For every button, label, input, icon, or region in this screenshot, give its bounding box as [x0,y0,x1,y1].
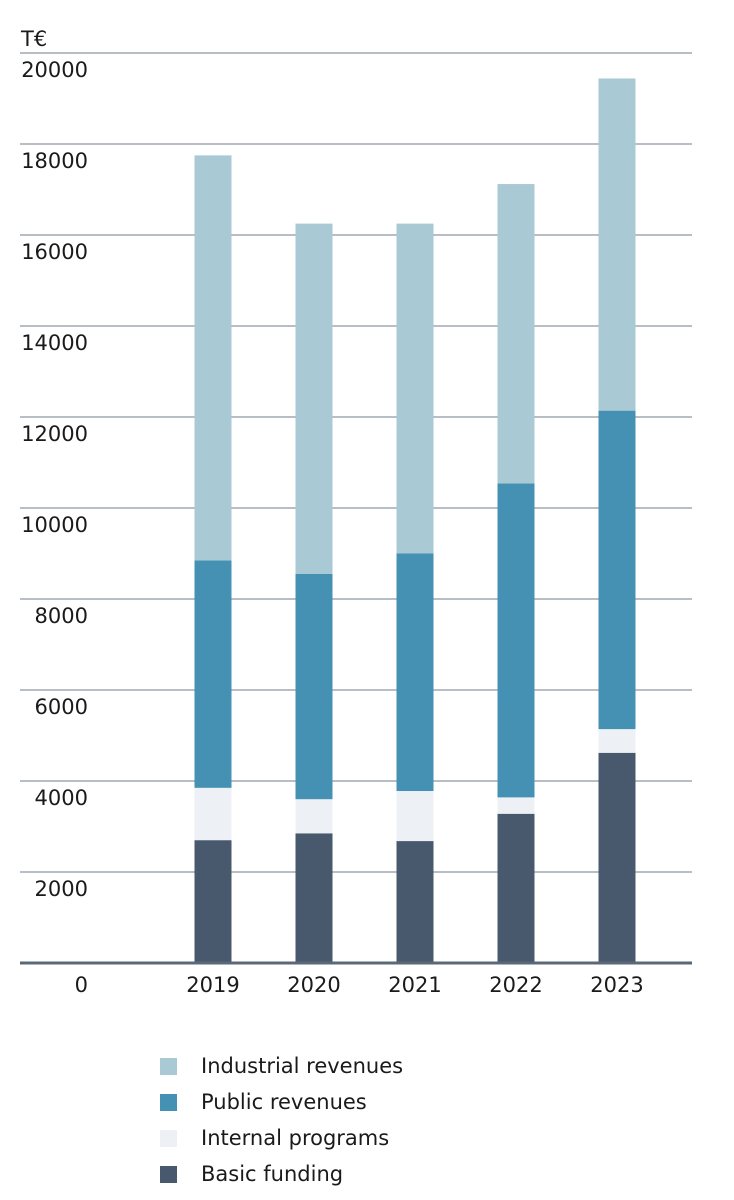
y-tick-label: 16000 [21,240,88,264]
bar-segment-industrial-revenues [295,223,333,574]
bar-segment-internal-programs [295,799,333,834]
y-tick-label: 8000 [35,604,88,628]
bar-segment-public-revenues [396,553,434,792]
x-tick-label: 2020 [287,973,340,997]
y-tick-label: 0 [75,973,88,997]
legend-swatch [160,1093,177,1111]
x-tick-label: 2022 [489,973,542,997]
bar-segment-basic-funding [295,833,333,963]
y-tick-label: 4000 [35,786,88,810]
x-tick-label: 2023 [590,973,643,997]
bar-segment-basic-funding [194,840,232,963]
legend-swatch [160,1129,177,1147]
bar-segment-industrial-revenues [396,223,434,554]
y-unit-label: T€ [20,27,47,51]
legend-swatch [160,1057,177,1075]
legend-item: Public revenues [160,1084,403,1120]
legend-label: Internal programs [201,1126,390,1150]
legend-item: Internal programs [160,1120,403,1156]
y-tick-label: 12000 [21,422,88,446]
bar-segment-basic-funding [396,841,434,963]
legend-item: Basic funding [160,1156,403,1192]
y-tick-label: 6000 [35,695,88,719]
bar-segment-public-revenues [295,573,333,800]
y-tick-labels: 0 2000 4000 6000 8000 10000 12000 14000 16000 180… [21,58,88,997]
bar-segment-internal-programs [497,797,535,814]
legend-label: Industrial revenues [201,1054,404,1078]
y-tick-label: 14000 [21,331,88,355]
legend-item: Industrial revenues [160,1048,403,1084]
bar-segment-basic-funding [497,813,535,963]
bar-segment-public-revenues [194,560,232,788]
bar-segment-public-revenues [598,410,636,730]
stacked-bar-chart: T€ 0 2000 4000 6000 8000 10000 12000 14000 16000… [20,27,692,997]
legend-swatch [160,1165,177,1183]
y-tick-label: 10000 [21,513,88,537]
bar-segment-internal-programs [396,791,434,842]
bar-segment-industrial-revenues [598,78,636,411]
legend: Industrial revenues Public revenues Intern… [160,1048,403,1192]
x-tick-label: 2021 [388,973,441,997]
bar-segment-basic-funding [598,752,636,963]
gridlines [20,52,692,873]
bar-segment-internal-programs [598,729,636,753]
legend-label: Basic funding [201,1162,344,1186]
bar-segment-public-revenues [497,483,535,798]
bar-segment-internal-programs [194,787,232,841]
bar-segment-industrial-revenues [497,184,535,484]
bar-segment-industrial-revenues [194,155,232,561]
x-tick-label: 2019 [186,973,239,997]
y-tick-label: 2000 [35,877,88,901]
bars [194,78,636,963]
x-tick-labels: 2019 2020 2021 2022 2023 [186,973,643,997]
legend-label: Public revenues [201,1090,367,1114]
y-tick-label: 20000 [21,58,88,82]
y-tick-label: 18000 [21,149,88,173]
